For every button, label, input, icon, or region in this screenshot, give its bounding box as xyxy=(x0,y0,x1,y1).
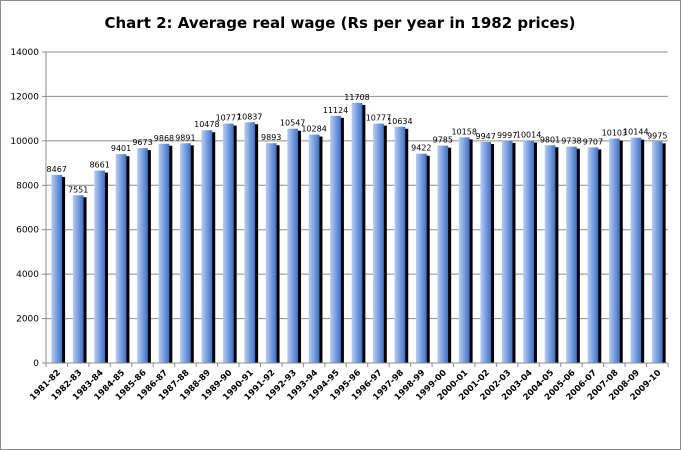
y-tick-label: 4000 xyxy=(16,270,39,280)
y-tick-label: 14000 xyxy=(10,48,39,58)
bar xyxy=(566,146,577,363)
bar xyxy=(137,148,148,363)
y-tick-label: 8000 xyxy=(16,181,39,191)
bar xyxy=(222,123,234,363)
bar xyxy=(394,126,406,363)
data-label: 10634 xyxy=(387,117,412,126)
bar xyxy=(158,143,170,363)
data-label: 10478 xyxy=(194,120,219,129)
data-label: 10837 xyxy=(237,112,262,121)
bar xyxy=(415,153,427,363)
data-label: 9401 xyxy=(111,144,131,153)
bar xyxy=(480,142,492,363)
data-label: 9422 xyxy=(411,144,431,153)
bar xyxy=(630,137,642,363)
bar xyxy=(544,145,556,363)
data-label: 9673 xyxy=(132,138,152,147)
bar xyxy=(609,138,620,363)
data-label: 8661 xyxy=(89,161,109,170)
bar xyxy=(72,195,84,363)
bar xyxy=(51,174,63,363)
bar xyxy=(501,140,513,363)
data-label: 9947 xyxy=(476,132,496,141)
bar xyxy=(180,143,191,363)
data-label: 9997 xyxy=(497,131,517,140)
bar xyxy=(373,123,384,363)
data-label: 11124 xyxy=(323,106,348,115)
data-label: 9891 xyxy=(175,133,195,142)
y-tick-label: 6000 xyxy=(16,226,39,236)
bar xyxy=(308,134,320,363)
bar xyxy=(115,154,127,363)
data-label: 10014 xyxy=(516,131,541,140)
data-label: 10777 xyxy=(366,114,391,123)
data-label: 9738 xyxy=(561,137,581,146)
y-tick-label: 2000 xyxy=(16,315,39,325)
data-label: 9801 xyxy=(540,135,560,144)
y-tick-label: 0 xyxy=(33,359,39,369)
data-label: 10103 xyxy=(602,129,627,138)
y-tick-label: 12000 xyxy=(10,92,39,102)
bar xyxy=(265,143,277,363)
data-label: 9975 xyxy=(647,131,667,140)
bar xyxy=(94,170,105,363)
bar xyxy=(244,122,256,363)
bar xyxy=(330,115,341,364)
bar xyxy=(437,145,449,363)
data-label: 7551 xyxy=(68,185,88,194)
data-label: 10144 xyxy=(623,128,648,137)
data-label: 9893 xyxy=(261,133,281,142)
y-axis-ticks: 0 2000 4000 6000 8000 10000 12000 14000 xyxy=(10,48,46,369)
chart-title: Chart 2: Average real wage (Rs per year … xyxy=(104,14,575,32)
data-label: 10284 xyxy=(301,125,326,134)
bar xyxy=(651,141,663,363)
data-label: 9707 xyxy=(583,137,603,146)
bar xyxy=(287,128,299,363)
data-label: 10158 xyxy=(452,127,477,136)
bar xyxy=(201,130,213,363)
bar xyxy=(587,147,599,363)
data-label: 10777 xyxy=(216,114,241,123)
data-label: 9868 xyxy=(154,134,174,143)
bars xyxy=(51,102,666,364)
data-label: 11708 xyxy=(344,93,369,102)
bar xyxy=(351,102,363,363)
y-tick-label: 10000 xyxy=(10,137,39,147)
bar xyxy=(458,137,470,363)
bar xyxy=(523,140,534,363)
data-label: 10547 xyxy=(280,119,305,128)
data-label: 9785 xyxy=(433,136,453,145)
data-label: 8467 xyxy=(47,165,67,174)
x-axis-ticks: 1981-821982-831983-841984-851985-861986-… xyxy=(28,363,669,403)
